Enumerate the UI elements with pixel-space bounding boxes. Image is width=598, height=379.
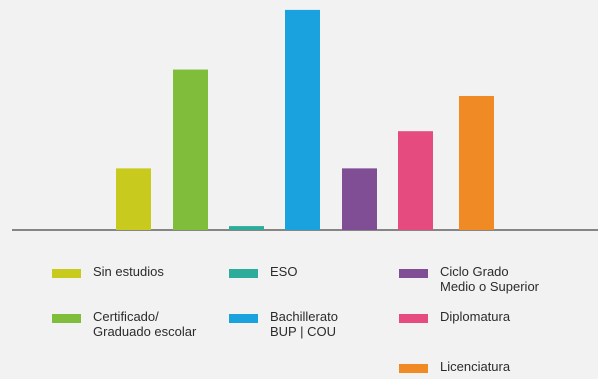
bar-1	[116, 168, 151, 230]
legend-swatch	[399, 364, 428, 373]
bar-4	[285, 9, 320, 231]
legend-item: Bachillerato BUP | COU	[229, 309, 338, 339]
bar-7	[459, 95, 494, 230]
legend-label: ESO	[270, 264, 298, 279]
legend-swatch	[399, 269, 428, 278]
legend-label: Bachillerato BUP | COU	[270, 309, 338, 339]
legend-swatch	[399, 314, 428, 323]
bar-5	[342, 168, 377, 230]
bar-6	[398, 131, 433, 230]
legend-swatch	[229, 269, 258, 278]
legend-swatch	[229, 314, 258, 323]
legend-item: Ciclo Grado Medio o Superior	[399, 264, 539, 294]
legend-label: Licenciatura	[440, 359, 511, 374]
legend-label: Sin estudios	[93, 264, 164, 279]
bar-2	[173, 69, 208, 230]
legend-item: ESO	[229, 264, 297, 279]
legend-label: Certificado/ Graduado escolar	[93, 309, 197, 339]
legend-swatch	[52, 314, 81, 323]
legend-item: Licenciatura	[399, 359, 510, 374]
legend-swatch	[52, 269, 81, 278]
legend-item: Diplomatura	[399, 309, 510, 324]
legend-item: Sin estudios	[52, 264, 164, 279]
legend-label: Diplomatura	[440, 309, 511, 324]
legend-label: Ciclo Grado Medio o Superior	[440, 264, 539, 294]
legend-item: Certificado/ Graduado escolar	[52, 309, 196, 339]
bar-3	[229, 226, 264, 230]
